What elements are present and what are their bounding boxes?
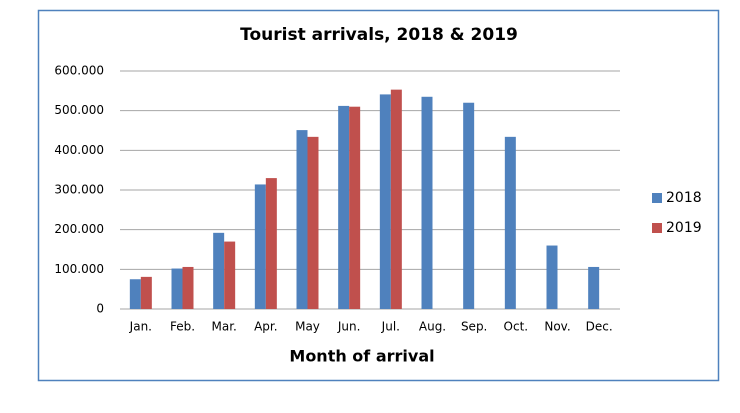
x-tick-label: Aug. xyxy=(419,320,446,334)
x-tick-label: Apr. xyxy=(254,320,277,334)
bar xyxy=(224,241,236,309)
bar xyxy=(588,266,600,309)
y-tick-label: 400.000 xyxy=(54,143,104,157)
y-tick-label: 0 xyxy=(96,302,104,316)
bar xyxy=(140,276,152,309)
chart-title: Tourist arrivals, 2018 & 2019 xyxy=(240,25,518,45)
x-tick-label: Jun. xyxy=(337,320,361,334)
bar xyxy=(182,266,194,309)
x-tick-label: Nov. xyxy=(544,320,570,334)
legend-swatch xyxy=(652,193,662,203)
bar xyxy=(463,102,475,309)
y-tick-label: 100.000 xyxy=(54,262,104,276)
x-tick-label: Jul. xyxy=(381,320,400,334)
y-tick-label: 300.000 xyxy=(54,183,104,197)
bar xyxy=(254,184,266,309)
chart-frame xyxy=(37,9,720,382)
bar xyxy=(421,96,433,310)
bar xyxy=(213,232,225,309)
legend-swatch xyxy=(652,223,662,233)
bar xyxy=(379,94,391,309)
x-tick-label: Oct. xyxy=(504,320,529,334)
x-tick-label: Feb. xyxy=(170,320,195,334)
bar xyxy=(129,279,141,309)
bar xyxy=(546,245,558,309)
bar xyxy=(171,268,183,309)
legend-label: 2018 xyxy=(666,190,702,206)
bar xyxy=(390,89,402,309)
x-tick-label: May xyxy=(295,320,320,334)
y-tick-label: 600.000 xyxy=(54,64,104,78)
x-tick-label: Sep. xyxy=(461,320,487,334)
bar xyxy=(296,130,308,309)
bar xyxy=(338,105,350,309)
bar xyxy=(349,106,361,309)
x-axis-title: Month of arrival xyxy=(289,347,434,366)
y-tick-label: 500.000 xyxy=(54,103,104,117)
x-tick-label: Jan. xyxy=(129,320,152,334)
x-tick-label: Mar. xyxy=(211,320,236,334)
bar xyxy=(307,136,319,309)
x-tick-label: Dec. xyxy=(586,320,613,334)
bar xyxy=(504,136,516,309)
y-tick-label: 200.000 xyxy=(54,222,104,236)
bar xyxy=(265,178,277,309)
legend-label: 2019 xyxy=(666,220,702,236)
